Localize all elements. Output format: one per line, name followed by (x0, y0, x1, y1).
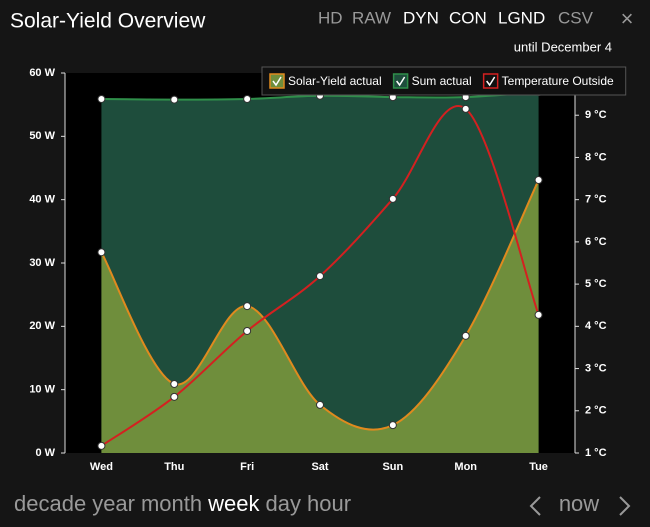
toggle-button[interactable]: CON (449, 8, 487, 27)
y-tick-label: 0 W (35, 447, 55, 459)
data-point (316, 272, 324, 281)
period-button[interactable]: day (266, 491, 301, 516)
data-point (97, 248, 106, 257)
x-tick-label: Mon (454, 461, 477, 473)
x-tick-label: Sat (311, 461, 328, 473)
range-label: until December 4 (514, 39, 612, 54)
period-button[interactable]: year (92, 491, 135, 516)
next-button[interactable] (619, 496, 631, 516)
x-tick-label: Wed (90, 461, 113, 473)
y-tick-label: 60 W (29, 67, 55, 79)
data-point (170, 392, 179, 401)
y-tick-label: 10 W (29, 384, 55, 396)
legend-check (486, 76, 496, 87)
data-point (388, 194, 397, 203)
period-button[interactable]: hour (307, 491, 351, 516)
period-button[interactable]: decade (14, 491, 86, 516)
y-tick-label: 20 W (29, 320, 55, 332)
legend-swatch[interactable] (269, 73, 285, 89)
data-point (170, 379, 179, 388)
toggle-button[interactable]: CSV (558, 8, 594, 27)
y2-tick-label: 8 °C (585, 151, 607, 163)
data-point (243, 326, 252, 335)
period-button[interactable]: month (141, 491, 202, 516)
y2-tick-label: 4 °C (585, 320, 607, 332)
legend-check (396, 76, 406, 87)
close-button[interactable]: × (621, 6, 634, 31)
data-point (243, 94, 252, 103)
legend-label[interactable]: Solar-Yield actual (288, 74, 382, 88)
y2-tick-label: 2 °C (585, 405, 607, 417)
x-tick-label: Thu (164, 461, 184, 473)
y2-tick-label: 7 °C (585, 194, 607, 206)
legend-swatch[interactable] (482, 73, 499, 89)
data-point (170, 95, 179, 104)
y-tick-label: 50 W (29, 130, 55, 142)
data-point (243, 302, 252, 311)
x-tick-label: Tue (529, 461, 548, 473)
legend-label[interactable]: Sum actual (412, 74, 472, 88)
legend (261, 66, 627, 96)
toggle-button[interactable]: RAW (352, 8, 391, 27)
y2-tick-label: 9 °C (585, 109, 607, 121)
toggle-button[interactable]: LGND (498, 8, 545, 27)
data-point (461, 331, 470, 340)
data-point (97, 441, 106, 450)
period-button[interactable]: week (207, 491, 260, 516)
prev-button[interactable] (529, 496, 541, 516)
app-title: Solar-Yield Overview (10, 10, 206, 33)
toggle-button[interactable]: DYN (403, 8, 439, 27)
toggle-button[interactable]: HD (318, 8, 343, 27)
y2-tick-label: 5 °C (585, 278, 607, 290)
series-line (100, 105, 540, 447)
legend-label[interactable]: Temperature Outside (502, 74, 614, 88)
data-point (534, 310, 543, 319)
data-point (461, 104, 470, 113)
data-point (316, 400, 324, 409)
data-point (388, 421, 397, 430)
x-tick-label: Sun (382, 461, 403, 473)
x-tick-label: Fri (240, 461, 254, 473)
y-tick-label: 30 W (29, 257, 55, 269)
nav-arrows (529, 496, 631, 516)
y2-tick-label: 3 °C (585, 362, 607, 374)
data-point (97, 94, 106, 103)
series-area (101, 180, 539, 454)
data-point (534, 176, 543, 185)
now-button[interactable]: now (559, 491, 599, 516)
y2-tick-label: 6 °C (585, 236, 607, 248)
y-tick-label: 40 W (29, 194, 55, 206)
y2-tick-label: 1 °C (585, 447, 607, 459)
legend-check (272, 76, 282, 87)
legend-swatch[interactable] (392, 73, 409, 89)
